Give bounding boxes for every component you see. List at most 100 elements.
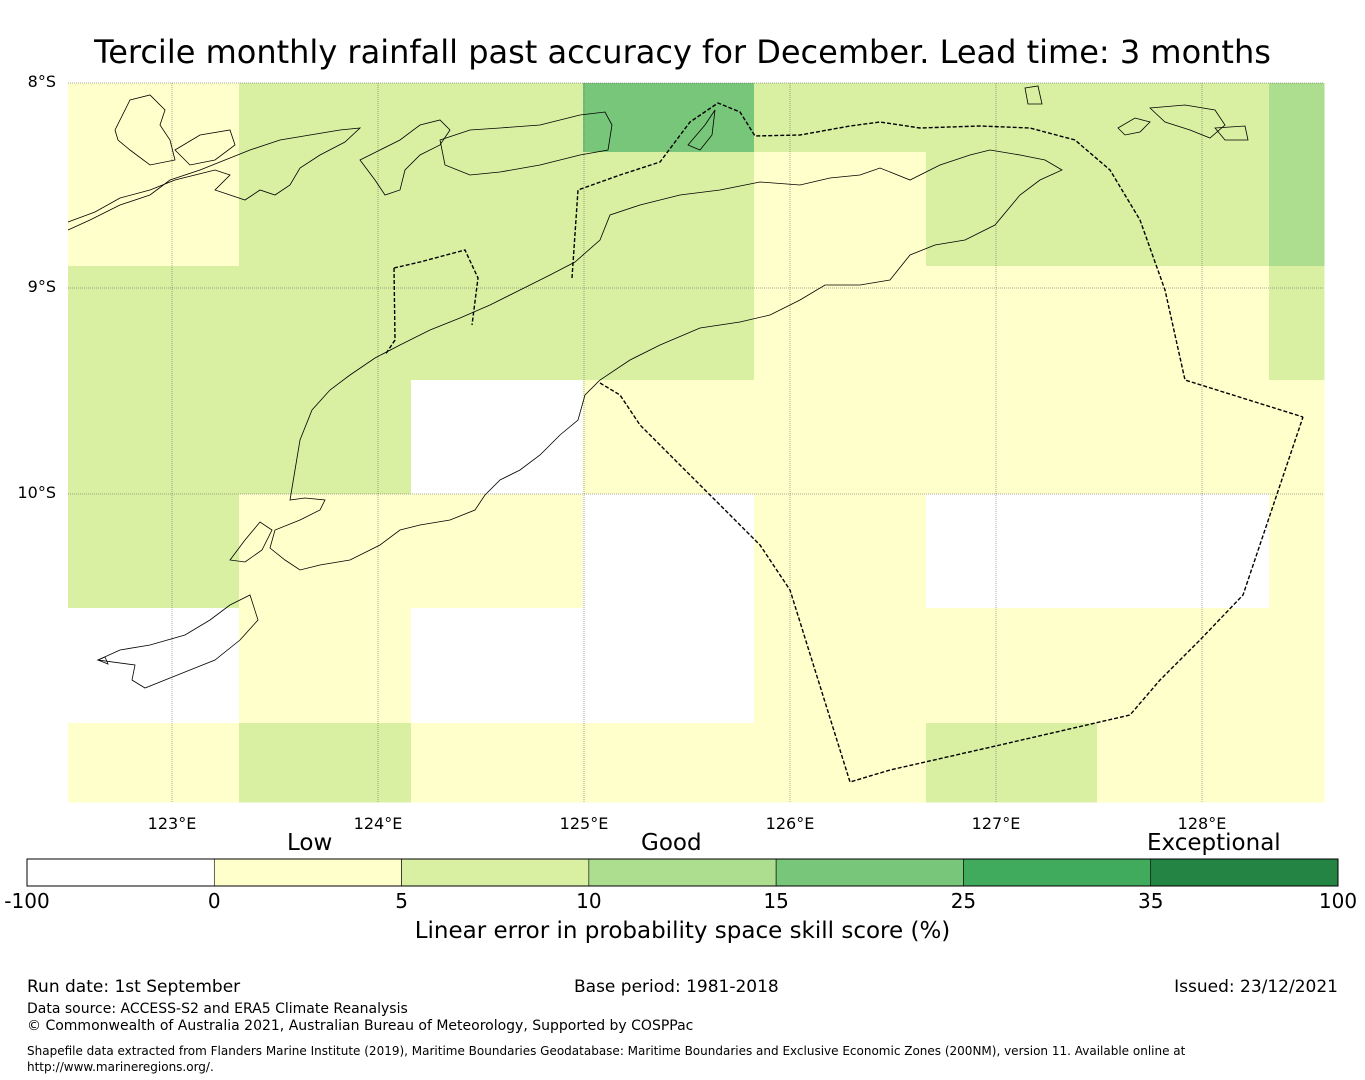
- coastline-alor: [359, 119, 451, 196]
- colorbar-tick-label: 15: [763, 889, 789, 913]
- coastline-island-east3: [1214, 125, 1249, 141]
- skill-cell: [1097, 494, 1270, 609]
- colorbar-bin: [26, 858, 215, 887]
- skill-cell: [926, 380, 1098, 495]
- skill-cell: [411, 266, 584, 381]
- skill-cell: [1269, 723, 1325, 803]
- category-label-exceptional: Exceptional: [1147, 830, 1281, 856]
- skill-cell: [583, 83, 755, 153]
- skill-cell: [926, 152, 1098, 267]
- skill-cell: [754, 608, 927, 724]
- lon-label: 125°E: [559, 814, 609, 833]
- coastline-sawu: [96, 656, 109, 665]
- skill-cell: [754, 380, 927, 495]
- skill-cell: [1269, 608, 1325, 724]
- skill-cell: [68, 608, 240, 724]
- shapefile-note: Shapefile data extracted from Flanders M…: [27, 1044, 1186, 1074]
- skill-cell: [583, 494, 755, 609]
- skill-cell: [1269, 152, 1325, 267]
- colorbar-tick-label: 5: [395, 889, 408, 913]
- skill-cell: [239, 152, 412, 267]
- eez-oecusse: [384, 249, 479, 356]
- skill-cell: [926, 608, 1098, 724]
- skill-cell: [68, 83, 240, 153]
- skill-cell: [239, 494, 412, 609]
- skill-cell: [926, 83, 1098, 153]
- skill-cell: [583, 266, 755, 381]
- lat-label: 9°S: [27, 277, 56, 296]
- skill-cell: [411, 380, 584, 495]
- skill-cell: [1097, 608, 1270, 724]
- skill-cell: [926, 494, 1098, 609]
- skill-cell: [411, 83, 584, 153]
- lat-label: 10°S: [17, 483, 56, 502]
- skill-cell: [68, 380, 240, 495]
- skill-cell: [1097, 152, 1270, 267]
- skill-cell: [1269, 380, 1325, 495]
- colorbar: [26, 858, 1339, 887]
- skill-cell: [1097, 83, 1270, 153]
- colorbar-bin: [1150, 858, 1339, 887]
- skill-cell: [754, 266, 927, 381]
- skill-cell: [411, 494, 584, 609]
- skill-cell: [754, 152, 927, 267]
- issued-date: Issued: 23/12/2021: [1174, 977, 1338, 997]
- colorbar-tick-label: 10: [576, 889, 602, 913]
- skill-cell: [239, 266, 412, 381]
- base-period: Base period: 1981-2018: [574, 977, 779, 997]
- eez-boundaries: [384, 102, 1304, 783]
- lat-label: 8°S: [27, 72, 56, 91]
- coastline-island-north: [1024, 85, 1043, 105]
- skill-cell: [583, 380, 755, 495]
- category-label-good: Good: [641, 830, 702, 856]
- colorbar-bin: [213, 858, 402, 887]
- colorbar-tick-label: 35: [1137, 889, 1164, 913]
- coastline-island-2: [174, 129, 236, 166]
- colorbar-bin: [963, 858, 1152, 887]
- skill-cell: [239, 83, 412, 153]
- coastline-atauro: [687, 109, 716, 151]
- copyright: © Commonwealth of Australia 2021, Austra…: [27, 1018, 694, 1034]
- coastline-island-east1: [1117, 117, 1151, 136]
- skill-cell: [68, 494, 240, 609]
- skill-cell: [411, 723, 584, 803]
- eez-timor-leste-south: [599, 382, 1304, 783]
- map-title: Tercile monthly rainfall past accuracy f…: [94, 33, 1271, 71]
- skill-cell: [754, 83, 927, 153]
- skill-cell: [239, 723, 412, 803]
- skill-cell: [583, 152, 755, 267]
- colorbar-tick-label: 100: [1318, 889, 1358, 913]
- skill-cell: [583, 608, 755, 724]
- skill-cell: [754, 494, 927, 609]
- category-label-low: Low: [287, 830, 333, 856]
- graticule-lines: [68, 82, 1324, 802]
- colorbar-frame: [26, 858, 1339, 887]
- skill-cell: [239, 380, 412, 495]
- coastline-rote: [229, 521, 273, 563]
- skill-cell: [583, 723, 755, 803]
- skill-cell: [68, 723, 240, 803]
- colorbar-title: Linear error in probability space skill …: [414, 918, 951, 944]
- skill-cell: [754, 723, 927, 803]
- skill-cell: [1097, 380, 1270, 495]
- colorbar-tick-label: -100: [4, 889, 50, 913]
- skill-cell: [1269, 266, 1325, 381]
- data-source: Data source: ACCESS-S2 and ERA5 Climate …: [27, 1001, 408, 1017]
- lon-label: 127°E: [971, 814, 1021, 833]
- skill-cell: [411, 608, 584, 724]
- coastline-sumba: [96, 594, 259, 689]
- colorbar-tick-label: 0: [207, 889, 221, 913]
- colorbar-bin: [775, 858, 964, 887]
- skill-grid-cells: [68, 83, 1325, 803]
- lon-label: 128°E: [1177, 814, 1227, 833]
- coastline-island-nw: [114, 94, 176, 166]
- coastline-flores: [67, 127, 362, 231]
- colorbar-bin: [401, 858, 590, 887]
- skill-cell: [926, 723, 1098, 803]
- skill-cell: [1097, 266, 1270, 381]
- colorbar-tick-label: 25: [950, 889, 977, 913]
- skill-cell: [411, 152, 584, 267]
- skill-cell: [68, 152, 240, 267]
- coastline-wetar: [439, 111, 613, 176]
- lon-label: 126°E: [765, 814, 815, 833]
